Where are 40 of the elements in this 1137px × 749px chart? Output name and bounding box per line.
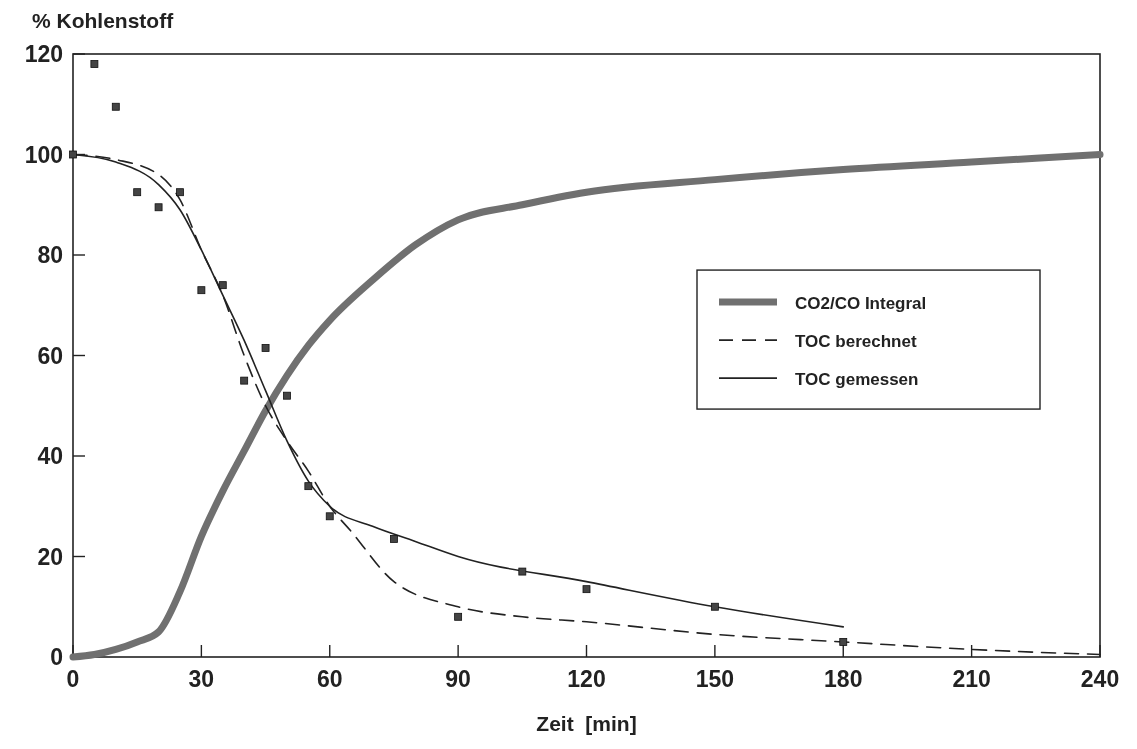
x-tick-label: 150: [695, 666, 735, 692]
y-tick-label: 80: [37, 242, 63, 268]
point: [69, 150, 77, 159]
y-tick-label: 0: [50, 644, 63, 670]
legend-label: CO2/CO Integral: [795, 294, 927, 314]
point: [390, 535, 398, 543]
x-tick-label: 180: [824, 666, 863, 692]
y-tick-label: 120: [24, 41, 63, 67]
point: [710, 602, 719, 611]
point: [154, 203, 163, 212]
point: [111, 102, 120, 111]
point: [197, 286, 206, 295]
point: [839, 638, 848, 646]
x-tick-label: 120: [567, 666, 606, 692]
legend-label: TOC gemessen: [795, 370, 919, 390]
point: [454, 612, 463, 621]
point: [304, 482, 313, 491]
x-tick-label: 240: [1080, 666, 1120, 692]
point: [518, 567, 527, 576]
point: [90, 60, 99, 68]
y-tick-label: 40: [37, 443, 63, 469]
point: [176, 188, 184, 197]
x-tick-label: 0: [66, 666, 80, 692]
x-tick-label: 60: [316, 666, 343, 692]
point: [283, 391, 291, 400]
y-tick-label: 60: [37, 342, 63, 369]
legend-label: TOC berechnet: [795, 332, 917, 352]
y-tick-label: 100: [24, 141, 63, 168]
point: [261, 344, 270, 352]
point: [582, 585, 591, 594]
x-axis-title: Zeit [min]: [536, 712, 637, 735]
x-tick-label: 90: [445, 666, 471, 692]
y-axis-title: % Kohlenstoff: [32, 9, 175, 32]
y-tick-label: 20: [37, 543, 63, 570]
point: [218, 281, 227, 290]
point: [133, 188, 142, 197]
x-tick-label: 30: [188, 666, 215, 692]
x-tick-label: 210: [952, 666, 991, 692]
point: [240, 376, 249, 385]
point: [325, 512, 334, 521]
